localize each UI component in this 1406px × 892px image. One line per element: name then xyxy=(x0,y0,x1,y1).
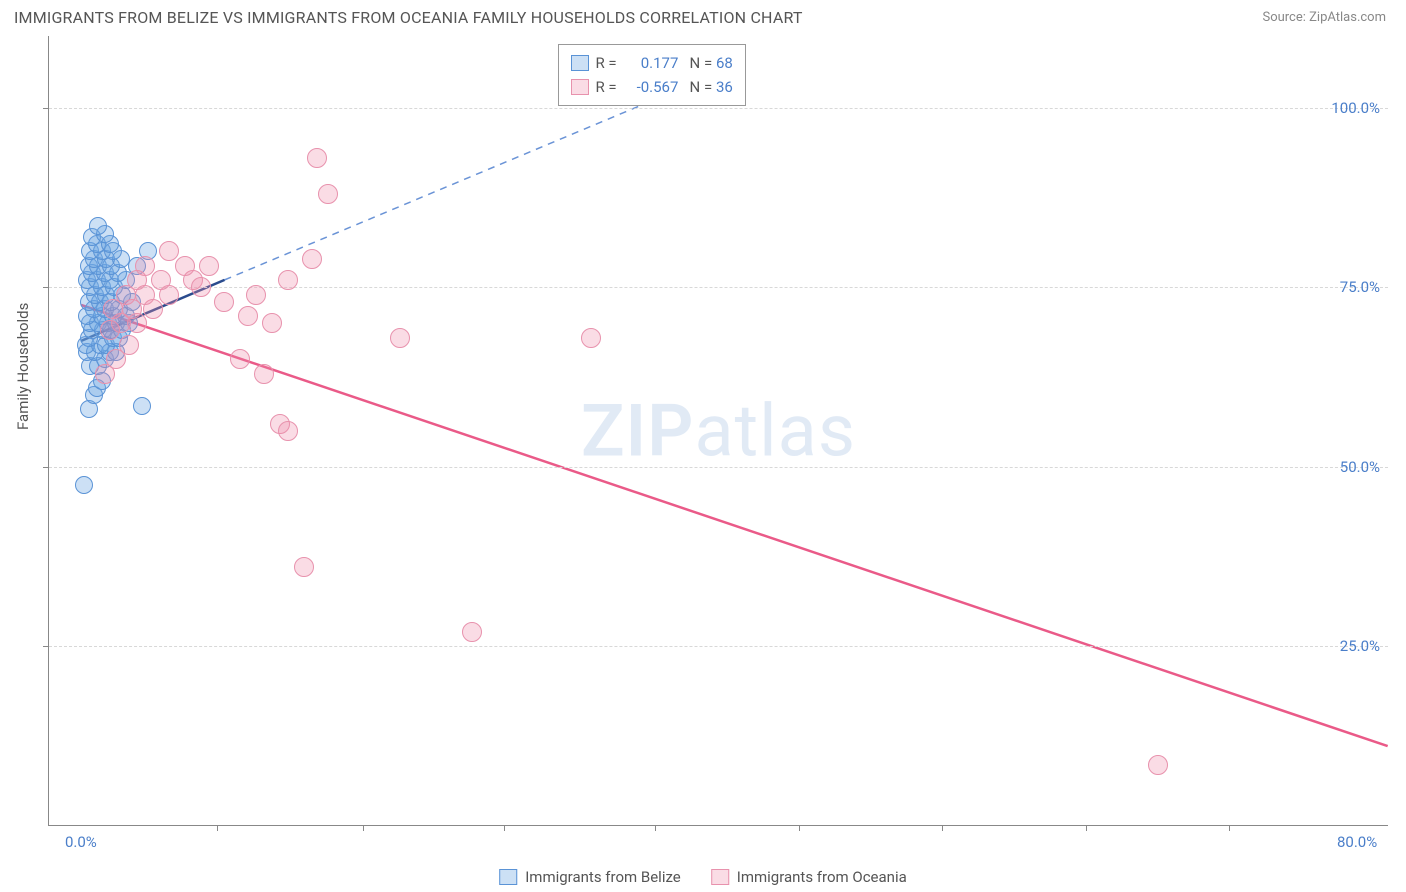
legend-swatch xyxy=(499,869,517,885)
x-tick-mark xyxy=(655,825,656,831)
legend-swatch xyxy=(571,55,589,71)
legend-row: R = -0.567 N = 36 xyxy=(571,75,732,99)
legend-item: Immigrants from Belize xyxy=(499,868,681,886)
data-point-oceania xyxy=(214,292,234,312)
source-name: ZipAtlas.com xyxy=(1309,10,1386,25)
x-tick-label: 80.0% xyxy=(1337,833,1377,851)
data-point-oceania xyxy=(462,622,482,642)
gridline-horizontal xyxy=(49,646,1388,647)
x-tick-mark xyxy=(504,825,505,831)
gridline-horizontal xyxy=(49,467,1388,468)
watermark-bold: ZIP xyxy=(581,388,694,473)
data-point-oceania xyxy=(230,349,250,369)
data-point-oceania xyxy=(135,256,155,276)
data-point-oceania xyxy=(159,241,179,261)
legend-row: R = 0.177 N = 68 xyxy=(571,51,732,75)
data-point-oceania xyxy=(581,328,601,348)
x-tick-label: 0.0% xyxy=(65,833,97,851)
scatter-chart: ZIPatlas 25.0%50.0%75.0%100.0%0.0%80.0% xyxy=(48,36,1388,826)
data-point-belize xyxy=(75,476,93,494)
x-tick-mark xyxy=(1229,825,1230,831)
chart-title: IMMIGRANTS FROM BELIZE VS IMMIGRANTS FRO… xyxy=(14,8,803,27)
x-tick-mark xyxy=(217,825,218,831)
header: IMMIGRANTS FROM BELIZE VS IMMIGRANTS FRO… xyxy=(0,0,1406,31)
watermark: ZIPatlas xyxy=(581,388,856,473)
trend-lines xyxy=(49,36,1388,825)
data-point-belize xyxy=(89,217,107,235)
data-point-oceania xyxy=(307,148,327,168)
data-point-oceania xyxy=(119,335,139,355)
legend-label: Immigrants from Oceania xyxy=(737,868,907,886)
y-tick-label: 25.0% xyxy=(1340,637,1380,655)
source-attribution: Source: ZipAtlas.com xyxy=(1262,10,1386,25)
data-point-oceania xyxy=(390,328,410,348)
data-point-oceania xyxy=(191,277,211,297)
data-point-oceania xyxy=(254,364,274,384)
data-point-oceania xyxy=(151,270,171,290)
y-tick-label: 50.0% xyxy=(1340,458,1380,476)
data-point-oceania xyxy=(246,285,266,305)
y-tick-label: 75.0% xyxy=(1340,278,1380,296)
x-tick-mark xyxy=(1086,825,1087,831)
x-tick-mark xyxy=(363,825,364,831)
data-point-belize xyxy=(133,397,151,415)
legend-item: Immigrants from Oceania xyxy=(711,868,907,886)
data-point-oceania xyxy=(302,249,322,269)
legend-swatch xyxy=(711,869,729,885)
data-point-oceania xyxy=(294,557,314,577)
x-tick-mark xyxy=(799,825,800,831)
bottom-legend: Immigrants from Belize Immigrants from Oc… xyxy=(499,868,907,886)
legend-label: Immigrants from Belize xyxy=(525,868,681,886)
legend-swatch xyxy=(571,79,589,95)
y-axis-title: Family Households xyxy=(14,303,32,430)
data-point-oceania xyxy=(175,256,195,276)
data-point-oceania xyxy=(278,421,298,441)
correlation-legend: R = 0.177 N = 68R = -0.567 N = 36 xyxy=(558,44,745,106)
data-point-oceania xyxy=(199,256,219,276)
data-point-oceania xyxy=(238,306,258,326)
x-tick-mark xyxy=(942,825,943,831)
gridline-horizontal xyxy=(49,108,1388,109)
data-point-oceania xyxy=(278,270,298,290)
watermark-light: atlas xyxy=(694,388,856,473)
source-label: Source: xyxy=(1262,10,1309,25)
data-point-oceania xyxy=(262,313,282,333)
data-point-oceania xyxy=(1148,755,1168,775)
y-tick-label: 100.0% xyxy=(1331,99,1380,117)
data-point-oceania xyxy=(318,184,338,204)
